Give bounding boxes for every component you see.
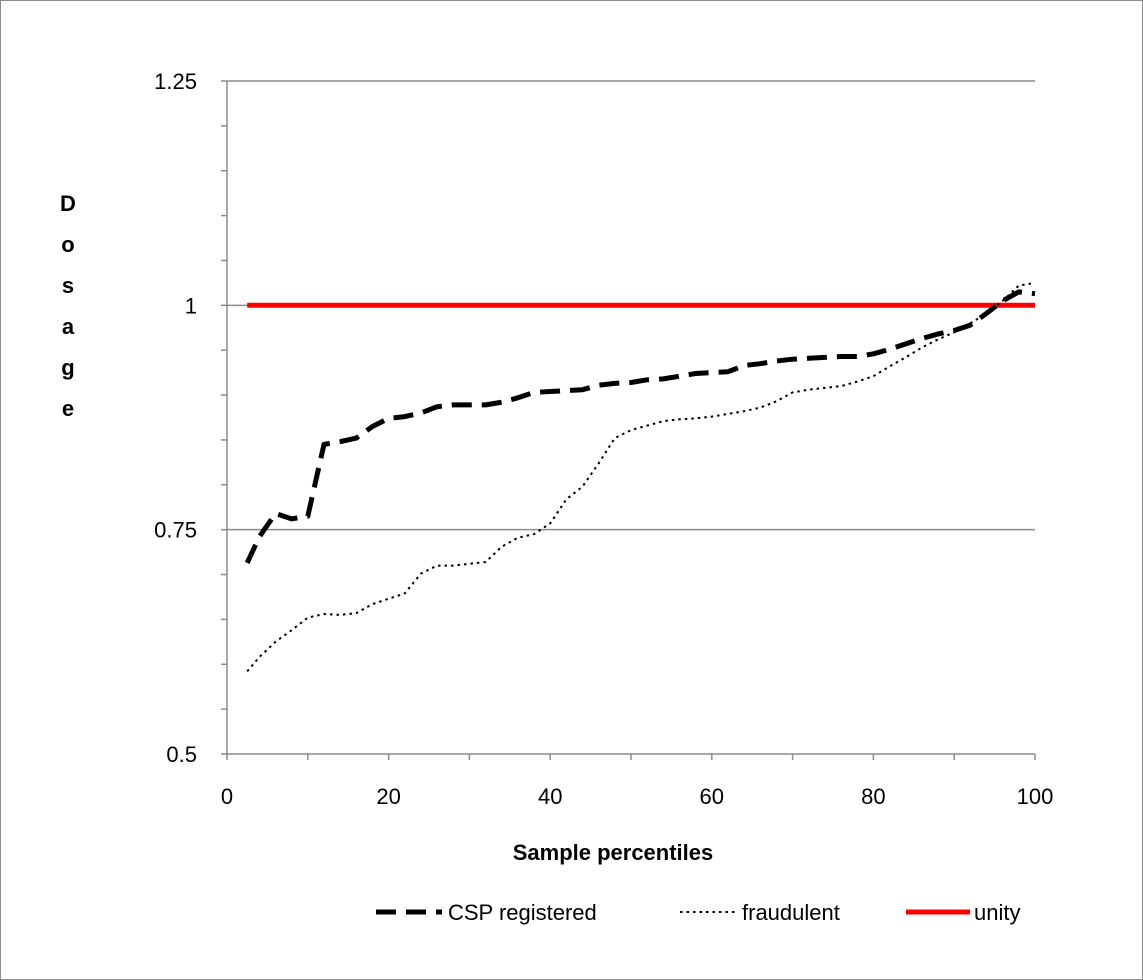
axes xyxy=(221,80,1036,760)
x-axis-title: Sample percentiles xyxy=(513,840,714,865)
x-tick-label-40: 40 xyxy=(538,784,562,809)
y-tick-label-0.75: 0.75 xyxy=(154,518,197,543)
y-tick-labels: 0.5 0.75 1 1.25 xyxy=(154,69,197,767)
x-tick-label-0: 0 xyxy=(221,784,233,809)
y-tick-label-1.25: 1.25 xyxy=(154,69,197,94)
x-tick-label-20: 20 xyxy=(376,784,400,809)
legend: CSP registered fraudulent unity xyxy=(376,900,1020,925)
series-line-fraudulent xyxy=(246,281,1036,673)
legend-label-unity: unity xyxy=(974,900,1020,925)
x-tick-labels: 0 20 40 60 80 100 xyxy=(221,784,1053,809)
series-lines xyxy=(244,281,1036,673)
x-tick-label-60: 60 xyxy=(700,784,724,809)
y-tick-label-1: 1 xyxy=(185,293,197,318)
series-line-csp-registered xyxy=(244,289,1036,564)
legend-label-csp-registered: CSP registered xyxy=(448,900,597,925)
legend-label-fraudulent: fraudulent xyxy=(742,900,840,925)
x-tick-label-80: 80 xyxy=(861,784,885,809)
y-tick-label-0.5: 0.5 xyxy=(166,742,197,767)
x-tick-label-100: 100 xyxy=(1017,784,1054,809)
